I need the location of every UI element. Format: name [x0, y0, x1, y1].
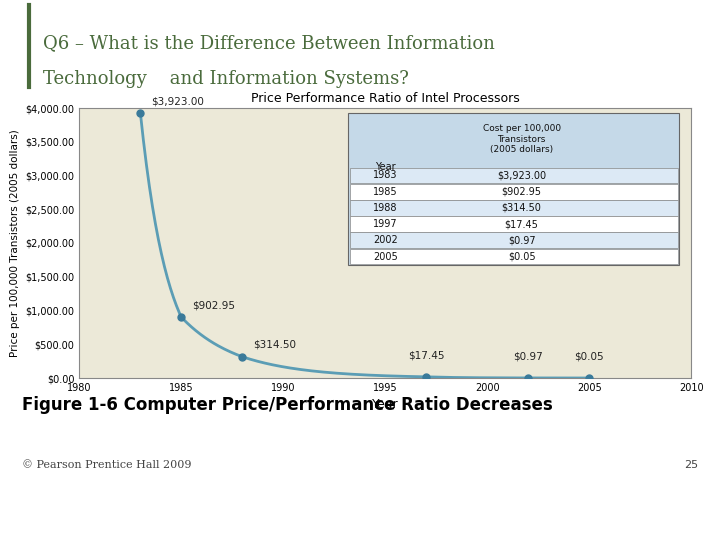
Text: $0.97: $0.97 [508, 235, 536, 245]
Text: © Pearson Prentice Hall 2009: © Pearson Prentice Hall 2009 [22, 460, 191, 470]
Text: Technology    and Information Systems?: Technology and Information Systems? [43, 70, 409, 88]
X-axis label: Year: Year [372, 399, 398, 411]
Text: 1983: 1983 [373, 171, 397, 180]
Text: $17.45: $17.45 [505, 219, 539, 229]
Text: Year: Year [375, 162, 395, 172]
FancyBboxPatch shape [350, 184, 678, 200]
Text: 1997: 1997 [373, 219, 397, 229]
Y-axis label: Price per 100,000 Transistors (2005 dollars): Price per 100,000 Transistors (2005 doll… [9, 129, 19, 357]
Text: $17.45: $17.45 [408, 350, 444, 360]
Text: 2005: 2005 [373, 252, 397, 261]
FancyBboxPatch shape [350, 216, 678, 232]
Text: $902.95: $902.95 [192, 300, 235, 310]
FancyBboxPatch shape [350, 232, 678, 248]
FancyBboxPatch shape [350, 248, 678, 264]
Text: 1985: 1985 [373, 187, 397, 197]
Text: $0.05: $0.05 [508, 252, 536, 261]
Text: 1988: 1988 [373, 203, 397, 213]
Text: Figure 1-6 Computer Price/Performance Ratio Decreases: Figure 1-6 Computer Price/Performance Ra… [22, 395, 552, 414]
FancyBboxPatch shape [350, 167, 678, 184]
FancyBboxPatch shape [348, 113, 679, 265]
Text: $0.97: $0.97 [513, 351, 543, 361]
Text: $0.05: $0.05 [575, 352, 604, 361]
Text: $902.95: $902.95 [502, 187, 541, 197]
Text: Q6 – What is the Difference Between Information: Q6 – What is the Difference Between Info… [43, 34, 495, 52]
Text: $3,923.00: $3,923.00 [497, 171, 546, 180]
FancyBboxPatch shape [350, 200, 678, 215]
Text: $314.50: $314.50 [502, 203, 541, 213]
Text: $3,923.00: $3,923.00 [151, 96, 204, 106]
Title: Price Performance Ratio of Intel Processors: Price Performance Ratio of Intel Process… [251, 92, 520, 105]
Text: Cost per 100,000
Transistors
(2005 dollars): Cost per 100,000 Transistors (2005 dolla… [482, 124, 561, 154]
Text: $314.50: $314.50 [253, 340, 297, 350]
Text: 25: 25 [684, 460, 698, 470]
Text: 2002: 2002 [373, 235, 397, 245]
